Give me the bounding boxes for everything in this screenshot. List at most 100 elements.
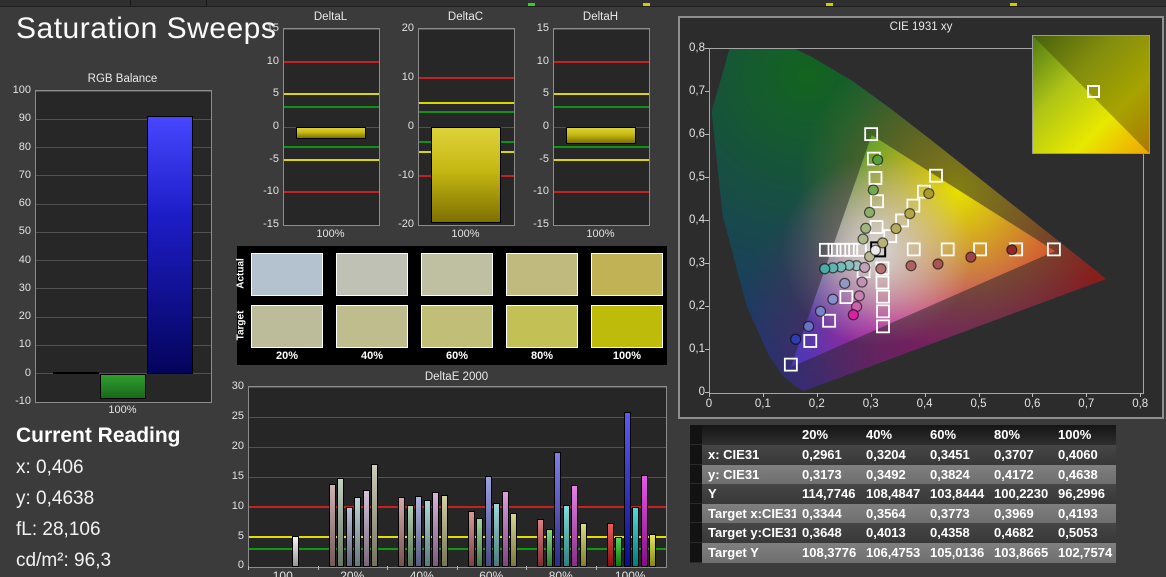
delta-e-group-label: 100 [272, 569, 293, 577]
delta-e-bar [337, 478, 344, 567]
cie-xtick [870, 393, 872, 397]
cie-measured-point [905, 260, 917, 272]
rgb-ytick-label: 90 [18, 112, 31, 125]
delta-e-bar [398, 497, 405, 567]
cie-measured-point [875, 263, 887, 275]
delta-c-ytick-label: 10 [401, 71, 414, 83]
table-value-cell: 0,3564 [860, 503, 924, 524]
delta-e-bar [545, 528, 553, 567]
swatch-target-20% [251, 305, 323, 348]
delta-l-gridline [284, 29, 379, 30]
delta-e-bar [649, 534, 656, 567]
cie-ytick [705, 349, 709, 350]
cie-target-square [818, 242, 833, 257]
delta-e-ytick-label: 5 [237, 530, 244, 542]
table-col-header: 100% [1052, 425, 1116, 445]
delta-l-ytick-label: 15 [266, 22, 279, 34]
delta-h-xlabel: 100% [586, 228, 615, 240]
delta-e-group-label: 20% [340, 569, 365, 577]
cie-xtick [709, 393, 710, 397]
delta-c-limit-line [419, 77, 514, 79]
delta-e-bar [640, 474, 648, 567]
top-strip-accent-tick [826, 3, 833, 6]
cie-target-square [803, 334, 818, 348]
delta-h-ytick-label: 0 [542, 120, 549, 132]
rgb-ytick-label: 80 [18, 140, 31, 153]
cie-target-square [929, 168, 943, 183]
table-value-cell: 108,4847 [860, 484, 924, 504]
table-corner-cell [702, 425, 796, 445]
delta-h-ytick-label: -10 [533, 185, 549, 198]
delta-e-bar [440, 495, 448, 567]
cie-xtick [924, 393, 926, 397]
table-row-label: Target y:CIE31 [702, 523, 796, 543]
delta-e-bar [328, 484, 336, 567]
table-row-label: Target Y [702, 542, 796, 563]
rgb-gridline [36, 118, 211, 120]
delta-e-bar [571, 485, 578, 567]
delta-e-bar [371, 463, 378, 567]
table-value-cell: 0,4013 [860, 523, 924, 543]
cie-xtick [1086, 393, 1088, 397]
cie-gamut-svg [711, 49, 1107, 391]
delta-e-group-label: 80% [548, 569, 573, 577]
delta-e-gridline [249, 387, 666, 388]
delta-e-bar [554, 451, 561, 567]
delta-e-xtick [248, 566, 249, 570]
cie-target-square [836, 242, 851, 257]
delta-e-bar [493, 502, 500, 567]
table-value-cell: 0,3648 [796, 523, 860, 543]
cie-ytick-label: 0,6 [689, 128, 705, 140]
table-value-cell: 0,3707 [988, 445, 1052, 465]
table-value-cell: 0,4193 [1052, 503, 1116, 524]
cie-xtick [1140, 393, 1142, 397]
delta-h-ytick-label: 10 [536, 54, 549, 67]
current-reading-title: Current Reading [16, 424, 181, 447]
cie-ytick-label: 0 [698, 386, 705, 398]
cie-target-square [783, 357, 798, 372]
delta-e-bar [510, 513, 517, 567]
rgb-balance-xlabel: 100% [108, 404, 137, 416]
table-strip-cell [690, 425, 702, 445]
delta-h-ytick-label: 5 [542, 87, 549, 100]
delta-l-ytick-label: -15 [263, 218, 279, 230]
delta-e-ytick-label: 20 [231, 440, 244, 452]
delta-h-ytick-label: -15 [533, 218, 549, 230]
table-value-cell: 0,3773 [924, 503, 988, 524]
delta-e-ytick-label: 25 [231, 410, 244, 422]
table-value-cell: 0,3451 [924, 445, 988, 465]
cie-measured-point [839, 277, 851, 289]
cie-ytick [705, 392, 709, 393]
current-reading-values: x: 0,406 y: 0,4638 fL: 28,106 cd/m²: 96,3 [16, 457, 236, 572]
cie-xtick-label: 0,6 [1024, 398, 1041, 410]
rgb-gridline [36, 288, 211, 290]
cie-target-square [1046, 242, 1061, 257]
table-value-cell: 0,5053 [1052, 523, 1116, 543]
delta-e-xtick [387, 566, 388, 570]
delta-h-title: DeltaH [582, 11, 619, 23]
swatch-col-label: 80% [530, 350, 554, 362]
delta-e-bar [415, 496, 422, 567]
cie-xtick-label: 0,7 [1078, 398, 1095, 410]
cie-ytick [705, 48, 709, 49]
table-strip-cell [690, 464, 702, 485]
delta-e-bar [423, 499, 431, 567]
swatch-target-60% [421, 305, 493, 348]
rgb-ytick-label: -10 [15, 395, 31, 407]
table-value-cell: 0,2961 [796, 445, 860, 465]
cie-ytick-label: 0,4 [689, 214, 705, 226]
delta-e-ytick-label: 0 [237, 559, 244, 571]
cie-xtick-label: 0,3 [862, 398, 879, 410]
swatch-col-label: 100% [612, 350, 642, 362]
rgb-bar-green [100, 373, 146, 399]
delta-e-bar [623, 411, 631, 567]
table-strip-cell [690, 484, 702, 504]
cie-measured-point [847, 309, 859, 321]
cie-target-square [864, 127, 879, 142]
cie-measured-point [890, 222, 902, 235]
delta-e-bar [432, 492, 439, 567]
delta-h-limit-line [554, 145, 649, 148]
reading-x: x: 0,406 [16, 457, 84, 478]
delta-c-limit-line [419, 101, 514, 104]
cie-measured-point [965, 251, 977, 263]
